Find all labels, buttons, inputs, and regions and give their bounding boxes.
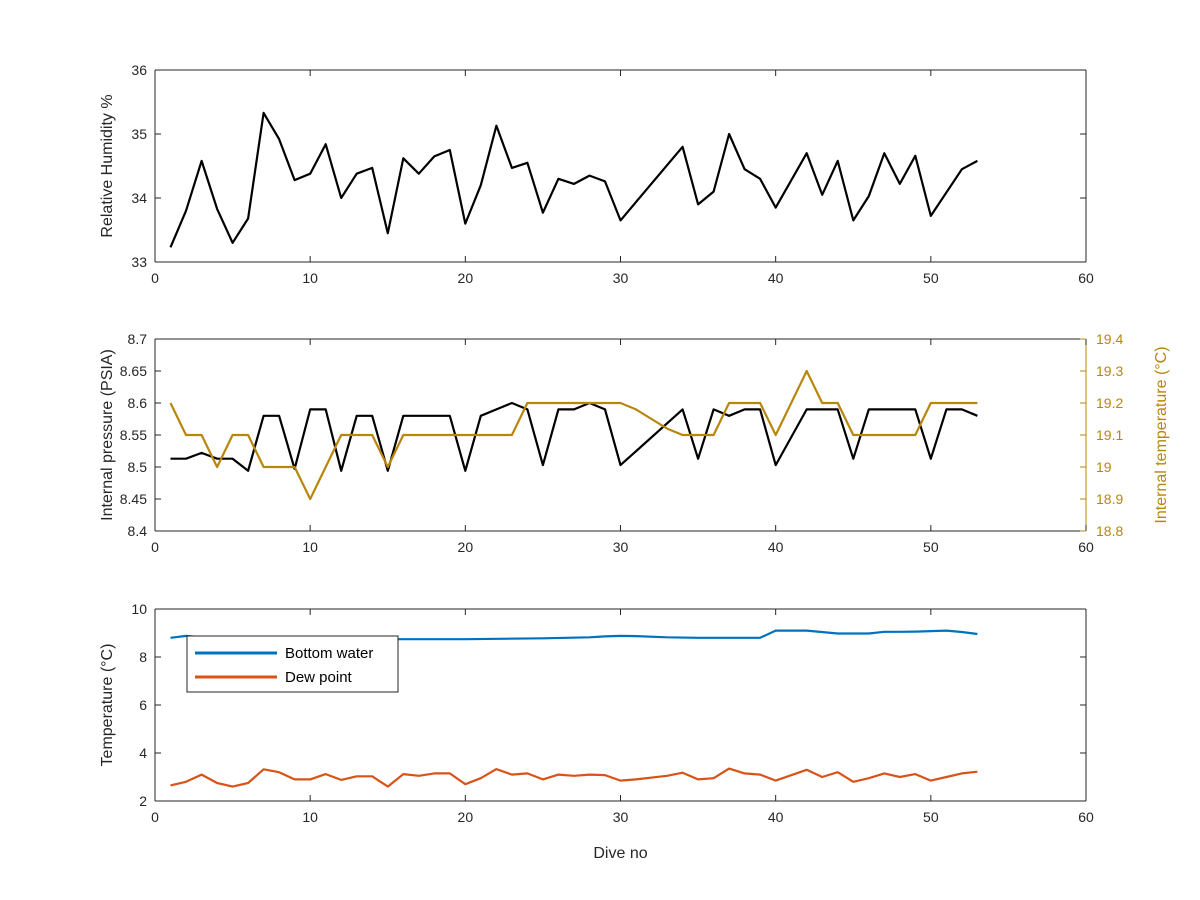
- y2-tick-label: 19.2: [1096, 395, 1123, 411]
- y2-tick-label: 18.8: [1096, 523, 1123, 539]
- y-tick-label: 4: [139, 745, 147, 761]
- legend-label-dew-point: Dew point: [285, 669, 353, 686]
- y-axis-label: Internal pressure (PSIA): [99, 349, 116, 521]
- x-tick-label: 20: [458, 809, 474, 825]
- y2-tick-label: 19.1: [1096, 427, 1123, 443]
- y2-tick-label: 19.3: [1096, 363, 1123, 379]
- y-axis-label: Temperature (°C): [99, 644, 116, 767]
- y2-tick-label: 19.4: [1096, 331, 1123, 347]
- x-tick-label: 0: [151, 270, 159, 286]
- y-tick-label: 8.6: [128, 395, 148, 411]
- y-tick-label: 34: [131, 190, 147, 206]
- x-tick-label: 0: [151, 539, 159, 555]
- x-tick-label: 10: [302, 539, 318, 555]
- x-tick-label: 10: [302, 270, 318, 286]
- y2-axis-label: Internal temperature (°C): [1153, 346, 1170, 523]
- y-tick-label: 8: [139, 649, 147, 665]
- series-line-0-series-0: [169, 111, 978, 248]
- y2-tick-label: 19: [1096, 459, 1112, 475]
- y-tick-label: 8.7: [128, 331, 148, 347]
- series-line-2-dew-point: [170, 767, 978, 788]
- x-tick-label: 30: [613, 539, 629, 555]
- x-tick-label: 10: [302, 809, 318, 825]
- x-tick-label: 50: [923, 539, 939, 555]
- y-tick-label: 35: [131, 126, 147, 142]
- x-tick-label: 40: [768, 539, 784, 555]
- series-line-1-series-0: [170, 401, 978, 472]
- x-tick-label: 60: [1078, 539, 1094, 555]
- y-tick-label: 8.65: [120, 363, 147, 379]
- legend-label-bottom-water: Bottom water: [285, 645, 373, 662]
- y-tick-label: 8.55: [120, 427, 147, 443]
- x-tick-label: 60: [1078, 270, 1094, 286]
- x-tick-label: 20: [458, 270, 474, 286]
- x-tick-label: 40: [768, 270, 784, 286]
- y-tick-label: 33: [131, 254, 147, 270]
- series-line-1-internal-temperature: [169, 369, 978, 501]
- y-tick-label: 6: [139, 697, 147, 713]
- y-tick-label: 2: [139, 793, 147, 809]
- x-tick-label: 30: [613, 809, 629, 825]
- x-tick-label: 20: [458, 539, 474, 555]
- x-tick-label: 50: [923, 270, 939, 286]
- x-tick-label: 30: [613, 270, 629, 286]
- legend-box: [186, 635, 399, 693]
- x-tick-label: 60: [1078, 809, 1094, 825]
- x-tick-label: 50: [923, 809, 939, 825]
- y-tick-label: 10: [131, 601, 147, 617]
- x-tick-label: 0: [151, 809, 159, 825]
- y-axis-label: Relative Humidity %: [99, 94, 116, 237]
- y-tick-label: 8.4: [128, 523, 148, 539]
- x-tick-label: 40: [768, 809, 784, 825]
- y-tick-label: 36: [131, 62, 147, 78]
- y-tick-label: 8.5: [128, 459, 148, 475]
- y2-tick-label: 18.9: [1096, 491, 1123, 507]
- y-tick-label: 8.45: [120, 491, 147, 507]
- x-axis-label: Dive no: [593, 845, 647, 862]
